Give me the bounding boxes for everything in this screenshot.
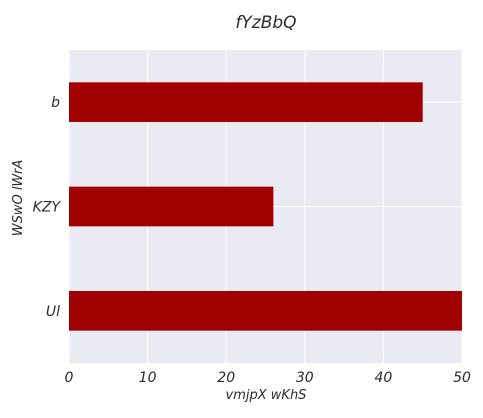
bar-KZY [69,186,274,227]
y-tick-label: b [51,95,60,111]
y-tick-label: Ul [46,304,60,320]
x-tick-label: 50 [453,370,471,386]
bar-b [69,82,423,122]
x-tick-label: 30 [296,370,314,386]
chart-title: fYzBbQ [235,13,296,33]
bars [69,82,462,331]
x-tick-label: 10 [139,370,157,386]
x-tick-label: 40 [374,370,392,386]
y-tick-labels: b KZY Ul [33,95,62,320]
x-tick-label: 20 [217,370,235,386]
y-tick-label: KZY [33,200,62,216]
y-axis-label: WSwO lWrA [11,160,26,237]
x-tick-labels: 0 10 20 30 40 50 [65,370,471,386]
bar-Ul [69,291,462,331]
x-axis-label: vmjpX wKhS [226,388,307,403]
x-tick-label: 0 [65,370,74,386]
